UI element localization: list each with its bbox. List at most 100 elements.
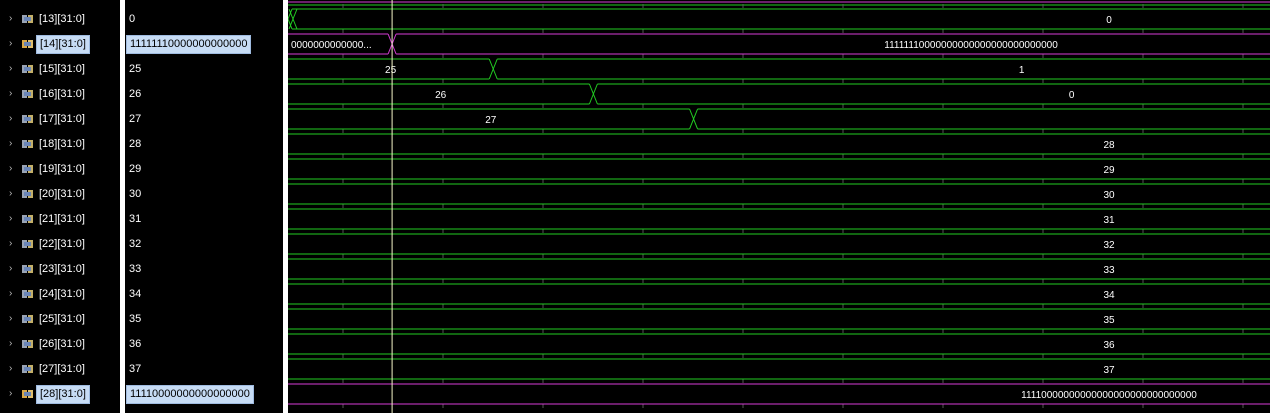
waveform-canvas[interactable]: 0 0000000000000... 11111110000000000000000…: [288, 0, 1270, 413]
bus-value-label: 0000000000000...: [291, 40, 372, 51]
bus-signal-icon: [22, 189, 34, 199]
chevron-right-icon[interactable]: ›: [9, 388, 13, 399]
bus-value-label: 36: [1103, 340, 1115, 351]
chevron-right-icon[interactable]: ›: [9, 313, 13, 324]
signal-row[interactable]: › [24][31:0]: [0, 282, 120, 307]
signal-row[interactable]: › [18][31:0]: [0, 132, 120, 157]
bus-signal-icon: [22, 39, 34, 49]
bus-signal-icon: [22, 114, 34, 124]
signal-name: [28][31:0]: [36, 385, 90, 404]
chevron-right-icon[interactable]: ›: [9, 238, 13, 249]
bus-transition: [689, 108, 699, 130]
chevron-right-icon[interactable]: ›: [9, 213, 13, 224]
bus-value-label: 28: [1103, 140, 1115, 151]
bus-value-label: 30: [1103, 190, 1115, 201]
signal-value-panel: 0 11111110000000000000 25 26 27 28 29 30 31 32 33 3…: [125, 0, 283, 413]
bus-transition: [588, 83, 598, 105]
chevron-right-icon[interactable]: ›: [9, 113, 13, 124]
signal-row[interactable]: › [15][31:0]: [0, 57, 120, 82]
signal-row[interactable]: › [16][31:0]: [0, 82, 120, 107]
signal-name: [22][31:0]: [39, 238, 85, 250]
signal-row[interactable]: › [28][31:0]: [0, 382, 120, 407]
signal-value: 34: [129, 288, 142, 300]
signal-name: [13][31:0]: [39, 13, 85, 25]
chevron-right-icon[interactable]: ›: [9, 363, 13, 374]
bus-transition: [288, 8, 298, 30]
bus-value-label: 11111110000000000000000000000000: [884, 40, 1058, 51]
signal-name: [27][31:0]: [39, 363, 85, 375]
signal-value-row[interactable]: 37: [125, 357, 283, 382]
signal-row[interactable]: › [26][31:0]: [0, 332, 120, 357]
chevron-right-icon[interactable]: ›: [9, 138, 13, 149]
signal-value: 30: [129, 188, 142, 200]
signal-name: [25][31:0]: [39, 313, 85, 325]
waveform-panel[interactable]: 0 0000000000000... 11111110000000000000000…: [288, 0, 1270, 413]
bus-signal-icon: [22, 364, 34, 374]
signal-row[interactable]: › [20][31:0]: [0, 182, 120, 207]
signal-row[interactable]: › [22][31:0]: [0, 232, 120, 257]
bus-value-label: 26: [435, 90, 447, 101]
signal-row-partial[interactable]: ›: [0, 0, 120, 7]
signal-value-row[interactable]: 30: [125, 182, 283, 207]
chevron-right-icon[interactable]: ›: [9, 13, 13, 24]
signal-row[interactable]: › [17][31:0]: [0, 107, 120, 132]
bus-value-label: 34: [1103, 290, 1115, 301]
signal-value-row[interactable]: 33: [125, 257, 283, 282]
bus-value-label: 27: [485, 115, 497, 126]
panel-divider[interactable]: [283, 0, 288, 413]
chevron-right-icon[interactable]: ›: [9, 63, 13, 74]
signal-value: 11111110000000000000: [126, 35, 252, 54]
signal-value-row[interactable]: 11111110000000000000: [125, 32, 283, 57]
signal-value: 29: [129, 163, 142, 175]
signal-row[interactable]: › [13][31:0]: [0, 7, 120, 32]
signal-value-row[interactable]: 11110000000000000000: [125, 382, 283, 407]
bus-signal-icon: [22, 314, 34, 324]
signal-row[interactable]: › [27][31:0]: [0, 357, 120, 382]
signal-value: 26: [129, 88, 142, 100]
signal-value-row[interactable]: 0: [125, 7, 283, 32]
bus-signal-icon: [22, 139, 34, 149]
bus-signal-icon: [22, 264, 34, 274]
signal-row[interactable]: › [14][31:0]: [0, 32, 120, 57]
signal-name: [17][31:0]: [39, 113, 85, 125]
signal-row[interactable]: › [19][31:0]: [0, 157, 120, 182]
signal-value: 37: [129, 363, 142, 375]
signal-name: [20][31:0]: [39, 188, 85, 200]
signal-row[interactable]: › [23][31:0]: [0, 257, 120, 282]
signal-value-row[interactable]: 34: [125, 282, 283, 307]
signal-value-row[interactable]: 29: [125, 157, 283, 182]
signal-name: [15][31:0]: [39, 63, 85, 75]
bus-value-label: 25: [385, 65, 397, 76]
signal-value-row[interactable]: 25: [125, 57, 283, 82]
signal-value-row[interactable]: 31: [125, 207, 283, 232]
chevron-right-icon[interactable]: ›: [9, 163, 13, 174]
signal-value-row[interactable]: 35: [125, 307, 283, 332]
signal-row[interactable]: › [21][31:0]: [0, 207, 120, 232]
bus-signal-icon: [22, 214, 34, 224]
signal-name: [21][31:0]: [39, 213, 85, 225]
bus-signal-icon: [22, 289, 34, 299]
signal-name-panel: › › [13][31:0] › [14][31:0] › [15][31:0] › [16][…: [0, 0, 120, 413]
signal-value-row[interactable]: 32: [125, 232, 283, 257]
panel-divider[interactable]: [120, 0, 125, 413]
signal-name: [16][31:0]: [39, 88, 85, 100]
bus-value-label: 31: [1103, 215, 1115, 226]
signal-value: 0: [129, 13, 136, 25]
signal-row[interactable]: › [25][31:0]: [0, 307, 120, 332]
chevron-right-icon[interactable]: ›: [9, 288, 13, 299]
signal-name: [14][31:0]: [36, 35, 90, 54]
signal-value: 33: [129, 263, 142, 275]
chevron-right-icon[interactable]: ›: [9, 338, 13, 349]
signal-value-row[interactable]: 36: [125, 332, 283, 357]
signal-value-row[interactable]: 26: [125, 82, 283, 107]
chevron-right-icon[interactable]: ›: [9, 188, 13, 199]
signal-value-row[interactable]: 27: [125, 107, 283, 132]
chevron-right-icon[interactable]: ›: [9, 88, 13, 99]
bus-value-label: 32: [1103, 240, 1115, 251]
chevron-right-icon[interactable]: ›: [9, 263, 13, 274]
bus-signal-icon: [22, 89, 34, 99]
bus-transition: [488, 58, 498, 80]
chevron-right-icon[interactable]: ›: [9, 38, 13, 49]
signal-value-row[interactable]: 28: [125, 132, 283, 157]
signal-name: [24][31:0]: [39, 288, 85, 300]
